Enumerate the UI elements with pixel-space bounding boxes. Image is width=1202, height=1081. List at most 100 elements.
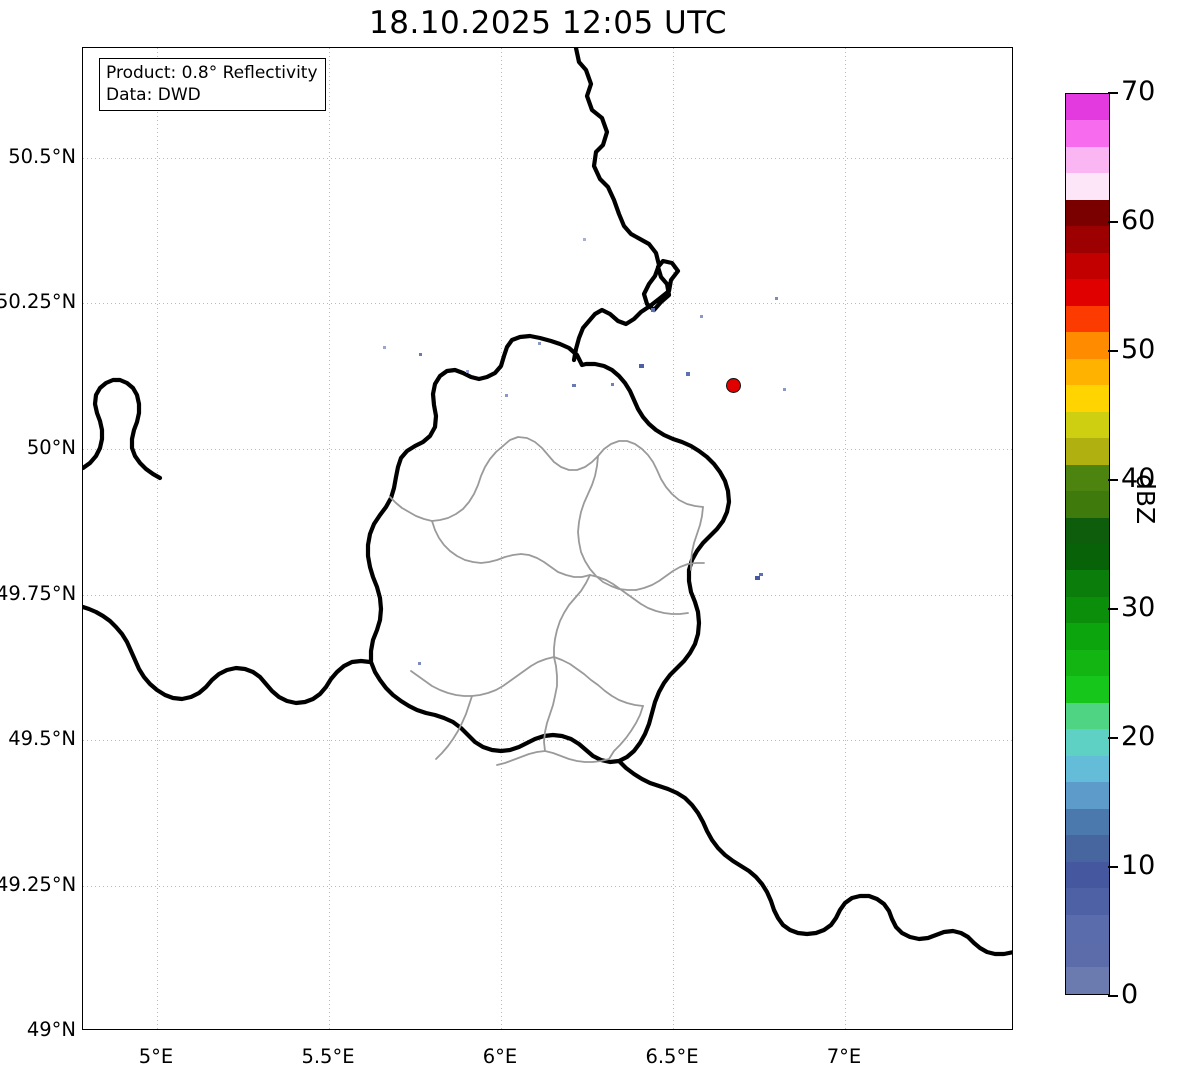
colorbar-tick-50 [1108, 350, 1118, 352]
gridline-vertical [329, 48, 330, 1029]
colorbar-band [1066, 305, 1109, 333]
colorbar-band [1066, 94, 1109, 121]
colorbar-ticks: 70 60 50 40 30 20 10 0 [1108, 0, 1202, 1081]
colorbar-band [1066, 146, 1109, 174]
colorbar-band [1066, 199, 1109, 227]
colorbar-band [1066, 517, 1109, 544]
colorbar-tick-10 [1108, 866, 1118, 868]
radar-echo-pixel [583, 238, 586, 241]
gridline-horizontal [83, 886, 1012, 887]
colorbar-tick-label-70: 70 [1121, 76, 1156, 107]
colorbar-tick-0 [1108, 995, 1118, 997]
radar-echo-pixel [783, 388, 786, 391]
colorbar[interactable] [1065, 93, 1110, 995]
radar-site-marker[interactable] [726, 378, 741, 393]
colorbar-band [1066, 279, 1109, 306]
colorbar-band [1066, 252, 1109, 280]
colorbar-axis-label: dBZ [1131, 474, 1160, 525]
gridline-vertical [845, 48, 846, 1029]
radar-echo-pixel [775, 297, 778, 300]
colorbar-band [1066, 702, 1109, 730]
colorbar-band [1066, 332, 1109, 359]
colorbar-band [1066, 358, 1109, 386]
colorbar-band [1066, 967, 1109, 994]
colorbar-band [1066, 543, 1109, 571]
product-info-box: Product: 0.8° Reflectivity Data: DWD [99, 58, 326, 111]
colorbar-band [1066, 649, 1109, 677]
colorbar-band [1066, 491, 1109, 518]
radar-echo-pixel [418, 662, 421, 665]
gridline-vertical [501, 48, 502, 1029]
country-borders-layer [83, 48, 1012, 957]
colorbar-tick-60 [1108, 221, 1118, 223]
colorbar-tick-label-50: 50 [1121, 334, 1156, 365]
radar-echo-pixel [686, 372, 690, 376]
x-tick-label-6-5e: 6.5°E [645, 1045, 699, 1068]
colorbar-band [1066, 835, 1109, 862]
radar-echo-pixel [383, 346, 386, 349]
colorbar-band [1066, 808, 1109, 836]
product-info-line-1: Product: 0.8° Reflectivity [106, 63, 318, 83]
colorbar-band [1066, 226, 1109, 253]
colorbar-tick-label-40: 40 [1121, 463, 1156, 494]
colorbar-band [1066, 438, 1109, 465]
colorbar-band [1066, 173, 1109, 200]
colorbar-tick-70 [1108, 92, 1118, 94]
x-tick-label-6e: 6°E [482, 1045, 518, 1068]
y-tick-label-50-5: 50.5°N [8, 145, 76, 168]
y-tick-label-49-5: 49.5°N [8, 727, 76, 750]
y-tick-label-49-25: 49.25°N [0, 873, 77, 896]
gridline-vertical [673, 48, 674, 1029]
colorbar-band [1066, 941, 1109, 968]
gridline-horizontal [83, 595, 1012, 596]
colorbar-band [1066, 755, 1109, 783]
colorbar-band [1066, 914, 1109, 941]
gridline-horizontal [83, 449, 1012, 450]
colorbar-tick-40 [1108, 479, 1118, 481]
radar-echo-pixel [651, 308, 655, 312]
radar-echo-pixel [755, 576, 760, 580]
colorbar-band [1066, 782, 1109, 809]
radar-echo-pixel [419, 353, 422, 356]
page-title: 18.10.2025 12:05 UTC [369, 5, 727, 41]
radar-echo-pixel [700, 315, 703, 318]
y-tick-label-49-75: 49.75°N [0, 582, 77, 605]
colorbar-band [1066, 729, 1109, 756]
radar-echo-pixel [611, 383, 614, 386]
colorbar-band [1066, 464, 1109, 492]
colorbar-tick-label-60: 60 [1121, 205, 1156, 236]
colorbar-band [1066, 888, 1109, 915]
radar-echo-pixel [639, 364, 644, 368]
colorbar-band [1066, 120, 1109, 147]
gridline-horizontal [83, 303, 1012, 304]
colorbar-tick-label-10: 10 [1121, 850, 1156, 881]
map-plot-area[interactable]: Product: 0.8° Reflectivity Data: DWD [82, 47, 1013, 1030]
colorbar-tick-20 [1108, 737, 1118, 739]
x-tick-label-5e: 5°E [138, 1045, 174, 1068]
colorbar-band [1066, 570, 1109, 597]
colorbar-tick-label-30: 30 [1121, 592, 1156, 623]
gridline-horizontal [83, 158, 1012, 159]
product-info-line-2: Data: DWD [106, 85, 201, 105]
gridline-horizontal [83, 740, 1012, 741]
radar-echo-pixel [505, 394, 508, 397]
y-tick-label-50-25: 50.25°N [0, 290, 77, 313]
colorbar-band [1066, 676, 1109, 703]
radar-echo-pixel [538, 342, 541, 345]
radar-echo-pixel [759, 573, 763, 576]
gridline-vertical [157, 48, 158, 1029]
radar-echo-pixel [572, 384, 576, 387]
colorbar-band [1066, 623, 1109, 650]
colorbar-band [1066, 385, 1109, 412]
y-tick-label-50: 50°N [26, 436, 76, 459]
x-tick-label-7e: 7°E [826, 1045, 862, 1068]
colorbar-tick-label-20: 20 [1121, 721, 1156, 752]
colorbar-band [1066, 596, 1109, 624]
radar-echo-pixel [466, 370, 469, 373]
region-borders-layer [389, 436, 705, 766]
x-tick-label-5-5e: 5.5°E [301, 1045, 355, 1068]
colorbar-tick-30 [1108, 608, 1118, 610]
colorbar-band [1066, 411, 1109, 439]
colorbar-tick-label-0: 0 [1121, 979, 1139, 1010]
